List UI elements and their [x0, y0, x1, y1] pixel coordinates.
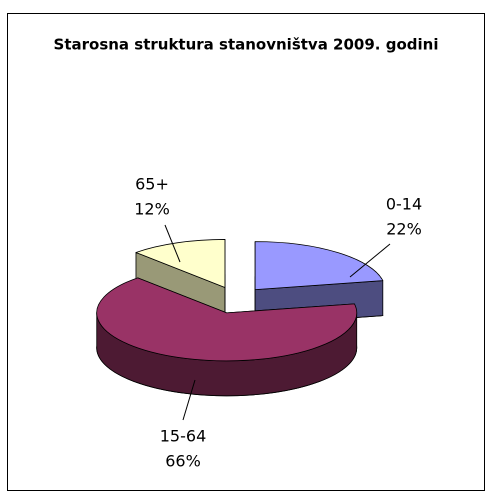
slice-category: 65+ [135, 175, 169, 194]
slice-category: 15-64 [160, 427, 207, 446]
chart-border [7, 13, 485, 491]
leader-line [164, 224, 181, 263]
leader-line [182, 379, 196, 421]
slice [254, 241, 384, 290]
slice-category: 0-14 [386, 195, 422, 214]
pie [96, 239, 384, 397]
slice-value-label: 66% [165, 452, 201, 471]
slice [135, 239, 226, 288]
slice-value-label: 12% [134, 200, 170, 219]
slice-value-label: 22% [386, 220, 422, 239]
leader-line [349, 243, 391, 278]
chart-title: Starosna struktura stanovništva 2009. go… [54, 36, 439, 54]
slice [96, 277, 358, 362]
